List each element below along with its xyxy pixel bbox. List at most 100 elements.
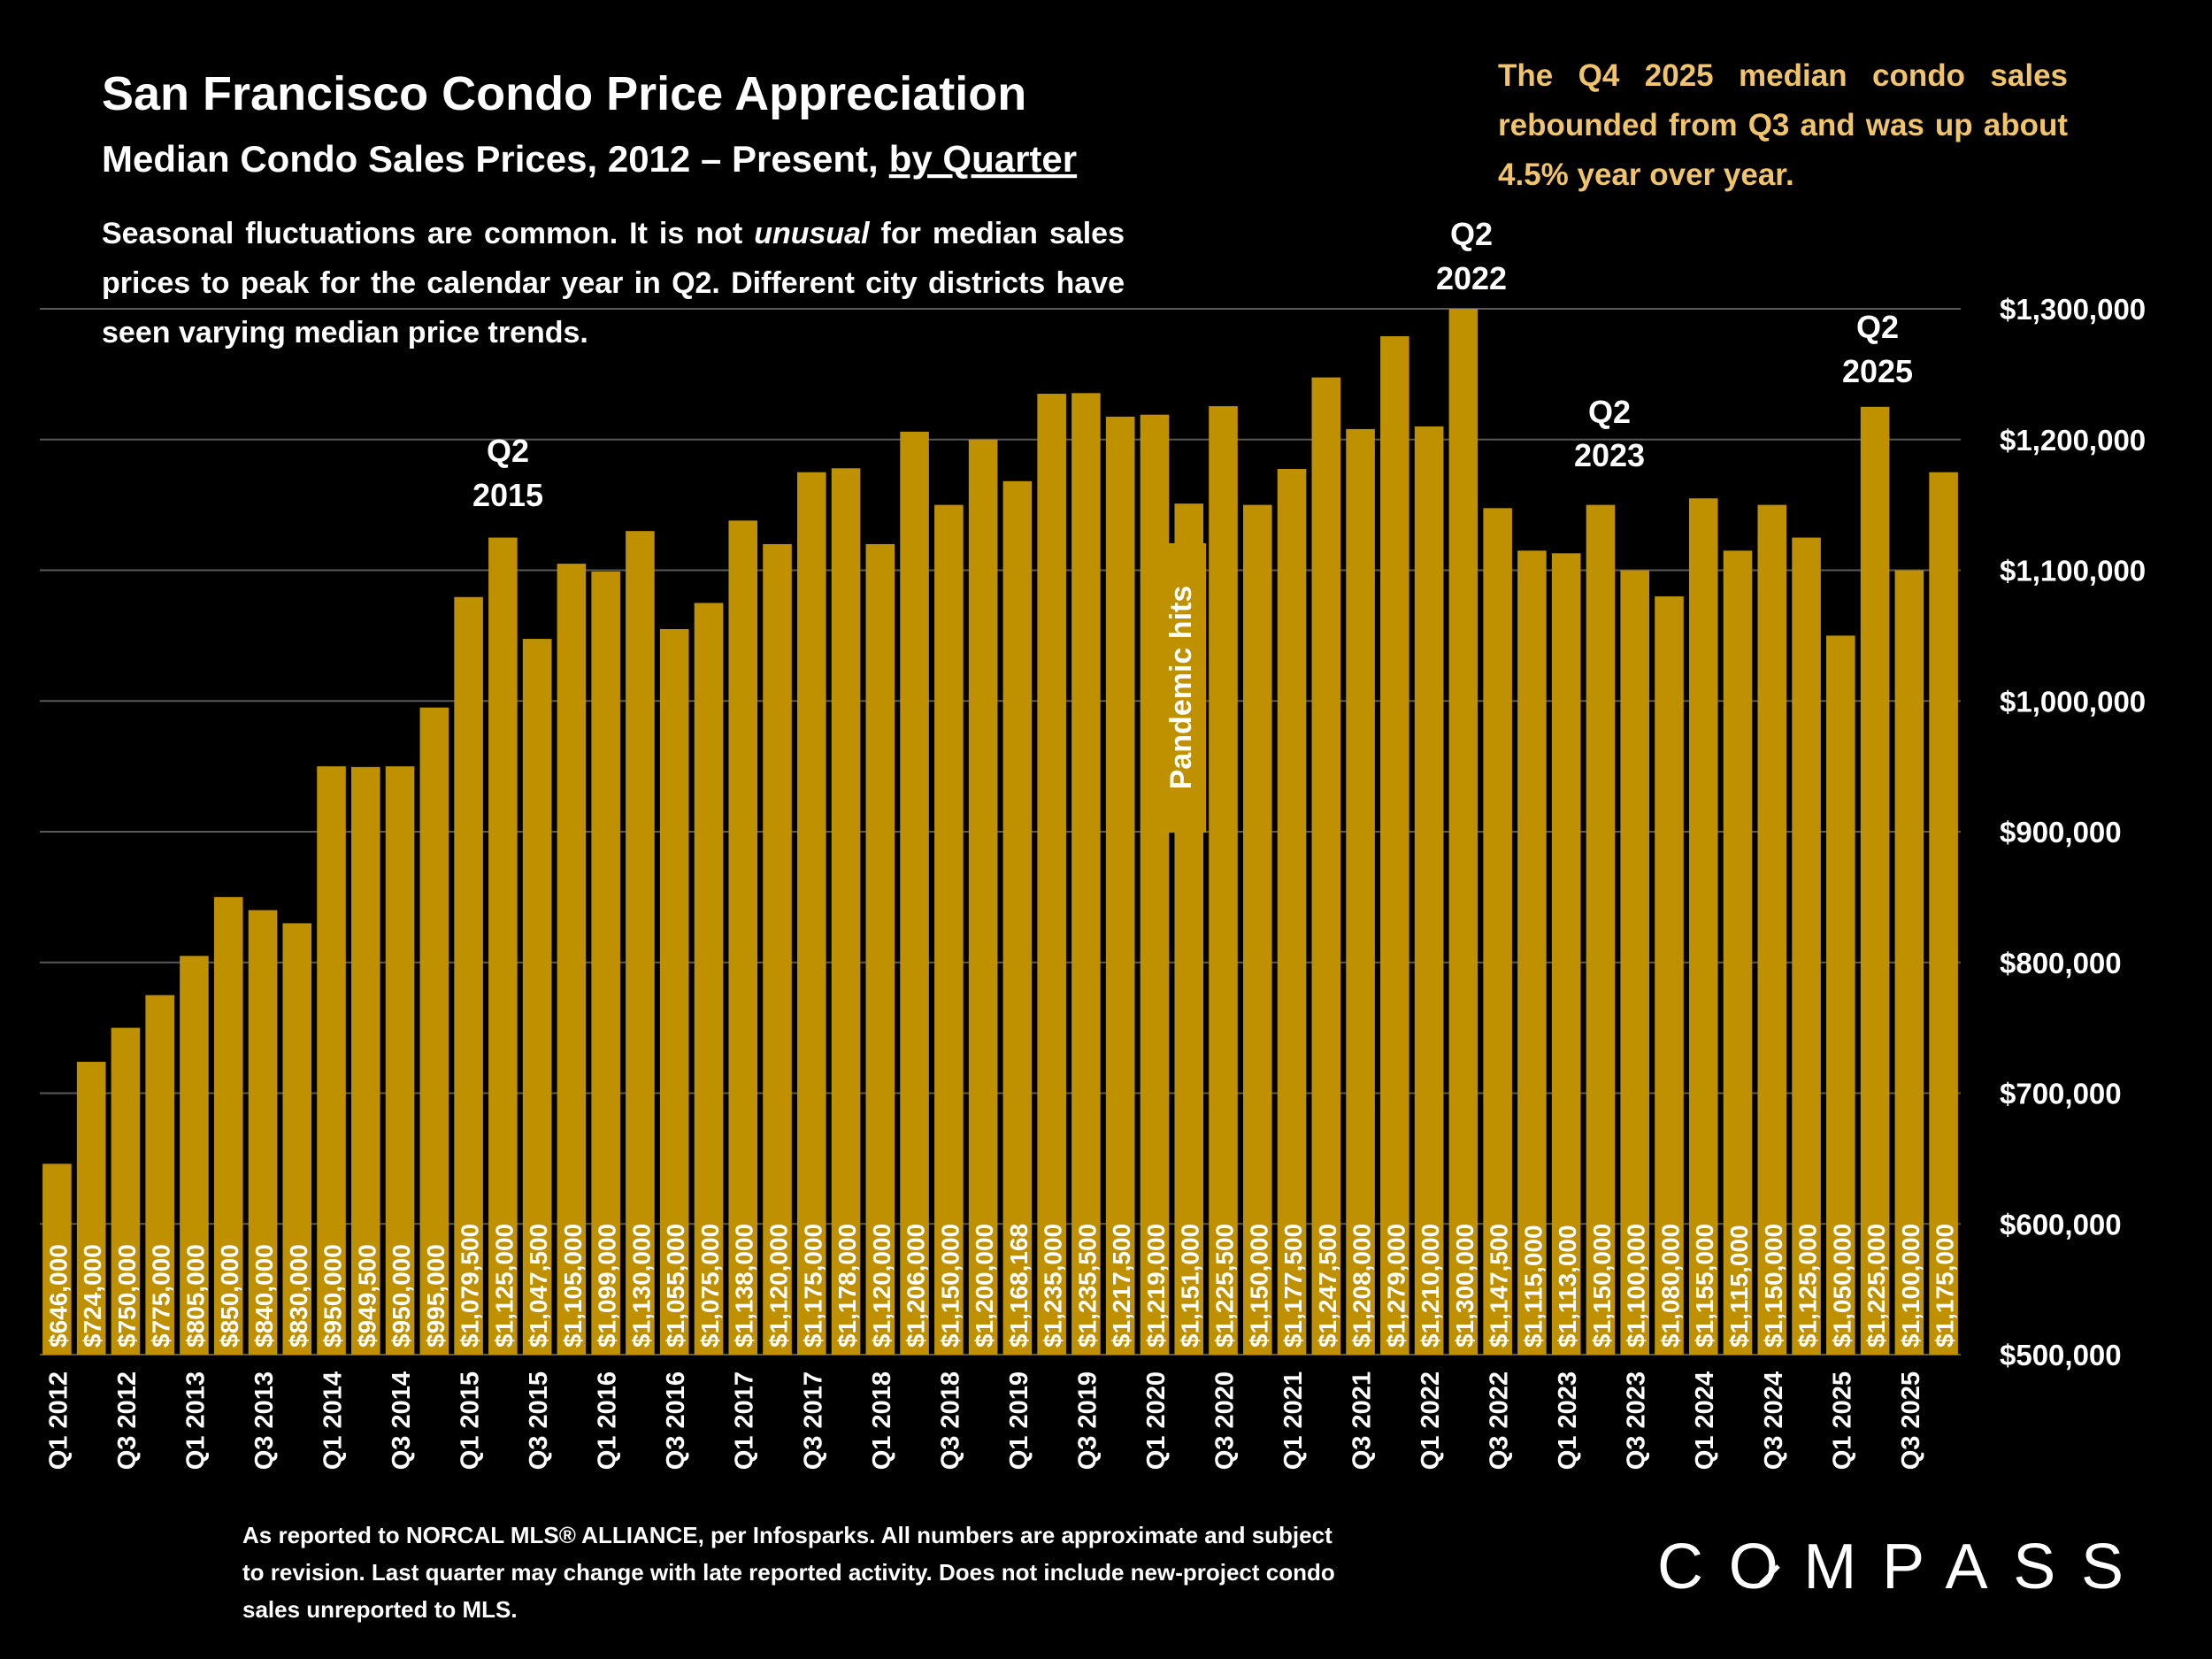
- bar: [1448, 309, 1479, 1355]
- x-tick-label: Q3 2024: [1760, 1371, 1788, 1470]
- value-label: $1,147,500: [1486, 1224, 1513, 1348]
- value-label: $830,000: [285, 1244, 312, 1348]
- bar: [1209, 406, 1238, 1356]
- value-label: $1,235,500: [1073, 1224, 1101, 1348]
- bar: [934, 504, 964, 1355]
- value-label: $1,208,000: [1348, 1224, 1376, 1348]
- bar: [796, 472, 826, 1355]
- note-text: for median sales prices to peak for the …: [102, 217, 1125, 349]
- bar: [1277, 468, 1307, 1355]
- value-label: $646,000: [44, 1244, 72, 1348]
- x-tick-label: Q1 2014: [319, 1371, 348, 1470]
- bar: [1346, 428, 1375, 1356]
- x-tick-label: Q3 2019: [1073, 1371, 1102, 1470]
- footnote: As reported to NORCAL MLS® ALLIANCE, per…: [242, 1522, 1335, 1623]
- value-label: $724,000: [79, 1244, 106, 1348]
- y-tick-label: $700,000: [2000, 1078, 2122, 1110]
- annotations: Q2 2015 Q2 2022 Q2 2023 Q2 2025: [472, 216, 1913, 513]
- bar: [1894, 570, 1924, 1355]
- y-tick-label: $600,000: [2000, 1208, 2122, 1240]
- bar: [1037, 394, 1066, 1356]
- bar: [419, 707, 449, 1355]
- bar: [659, 628, 689, 1355]
- value-label: $850,000: [216, 1244, 243, 1348]
- bar: [522, 639, 552, 1355]
- value-label: $950,000: [388, 1244, 415, 1348]
- annotation: Q2 2025: [1842, 309, 1913, 389]
- bar: [454, 596, 483, 1355]
- x-tick-label: Q3 2017: [799, 1371, 827, 1470]
- y-tick-label: $900,000: [2000, 816, 2122, 849]
- bar: [626, 531, 655, 1355]
- value-label: $1,150,000: [1760, 1224, 1787, 1348]
- bar: [1757, 504, 1787, 1355]
- value-label: $1,225,000: [1863, 1224, 1890, 1348]
- annotation: Pandemic hits: [1164, 586, 1198, 790]
- annotation: Q2 2022: [1436, 216, 1507, 296]
- callout: The Q4 2025 median condo sales rebounded…: [1498, 58, 2068, 192]
- x-tick-label: Q1 2017: [731, 1371, 759, 1470]
- x-tick-label: Q3 2016: [662, 1371, 690, 1470]
- annotation-line: Q2: [1588, 394, 1631, 430]
- value-label: $1,235,000: [1040, 1224, 1067, 1348]
- annotation-line: Q2: [487, 433, 529, 469]
- value-label: $1,155,000: [1691, 1224, 1718, 1348]
- x-tick-label: Q3 2022: [1486, 1371, 1514, 1470]
- value-label: $1,125,000: [490, 1224, 518, 1348]
- bar: [145, 995, 174, 1355]
- value-label: $1,138,000: [731, 1224, 758, 1348]
- chart-title: San Francisco Condo Price Appreciation: [102, 67, 1026, 120]
- value-label: $750,000: [113, 1244, 141, 1348]
- annotation-line: 2022: [1436, 260, 1507, 296]
- bar: [1517, 550, 1547, 1355]
- bar: [317, 766, 346, 1355]
- value-label: $1,300,000: [1451, 1224, 1479, 1348]
- bar: [76, 1062, 106, 1355]
- value-label: $1,200,000: [971, 1224, 998, 1348]
- bar: [900, 431, 929, 1355]
- value-label: $1,100,000: [1623, 1224, 1650, 1348]
- value-label: $1,047,500: [525, 1224, 552, 1348]
- x-tick-label: Q1 2021: [1279, 1371, 1308, 1470]
- x-tick-label: Q3 2025: [1897, 1371, 1925, 1470]
- value-label: $1,075,000: [696, 1224, 724, 1348]
- bar: [351, 766, 380, 1355]
- value-label: $1,225,500: [1210, 1224, 1238, 1348]
- bar: [1792, 537, 1821, 1355]
- bar: [728, 520, 758, 1355]
- bar: [1071, 393, 1101, 1356]
- x-tick-label: Q3 2012: [113, 1371, 142, 1470]
- bar: [488, 537, 518, 1355]
- value-label: $1,115,000: [1725, 1225, 1753, 1348]
- x-tick-label: Q3 2023: [1623, 1371, 1651, 1470]
- value-label: $995,000: [422, 1244, 449, 1348]
- note-text: Seasonal fluctuations are common. It is …: [102, 217, 743, 250]
- x-tick-label: Q1 2016: [594, 1371, 622, 1470]
- value-label: $1,217,500: [1108, 1224, 1135, 1348]
- value-label: $805,000: [181, 1244, 209, 1348]
- value-label: $1,279,000: [1382, 1224, 1409, 1348]
- bar: [1688, 498, 1718, 1355]
- x-tick-label: Q1 2018: [868, 1371, 896, 1470]
- bar: [1483, 508, 1512, 1355]
- value-label: $1,206,000: [902, 1224, 930, 1348]
- value-label: $1,055,000: [662, 1224, 689, 1348]
- bar: [282, 923, 312, 1355]
- x-tick-label: Q1 2025: [1828, 1371, 1856, 1470]
- bar: [385, 766, 415, 1355]
- bar: [557, 564, 587, 1355]
- x-tick-label: Q3 2021: [1348, 1371, 1377, 1470]
- value-label: $1,099,000: [594, 1224, 621, 1348]
- annotation-line: 2015: [472, 477, 543, 513]
- value-label: $1,177,500: [1279, 1224, 1307, 1348]
- bar: [591, 571, 620, 1355]
- x-tick-label: Q1 2024: [1691, 1371, 1719, 1470]
- x-tick-label: Q1 2015: [457, 1371, 485, 1470]
- x-tick-label: Q1 2020: [1142, 1371, 1171, 1470]
- value-label: $950,000: [319, 1244, 347, 1348]
- annotation-line: 2023: [1574, 437, 1645, 473]
- value-label: $1,113,000: [1554, 1225, 1581, 1348]
- bar: [1860, 406, 1890, 1355]
- bar: [1242, 504, 1272, 1355]
